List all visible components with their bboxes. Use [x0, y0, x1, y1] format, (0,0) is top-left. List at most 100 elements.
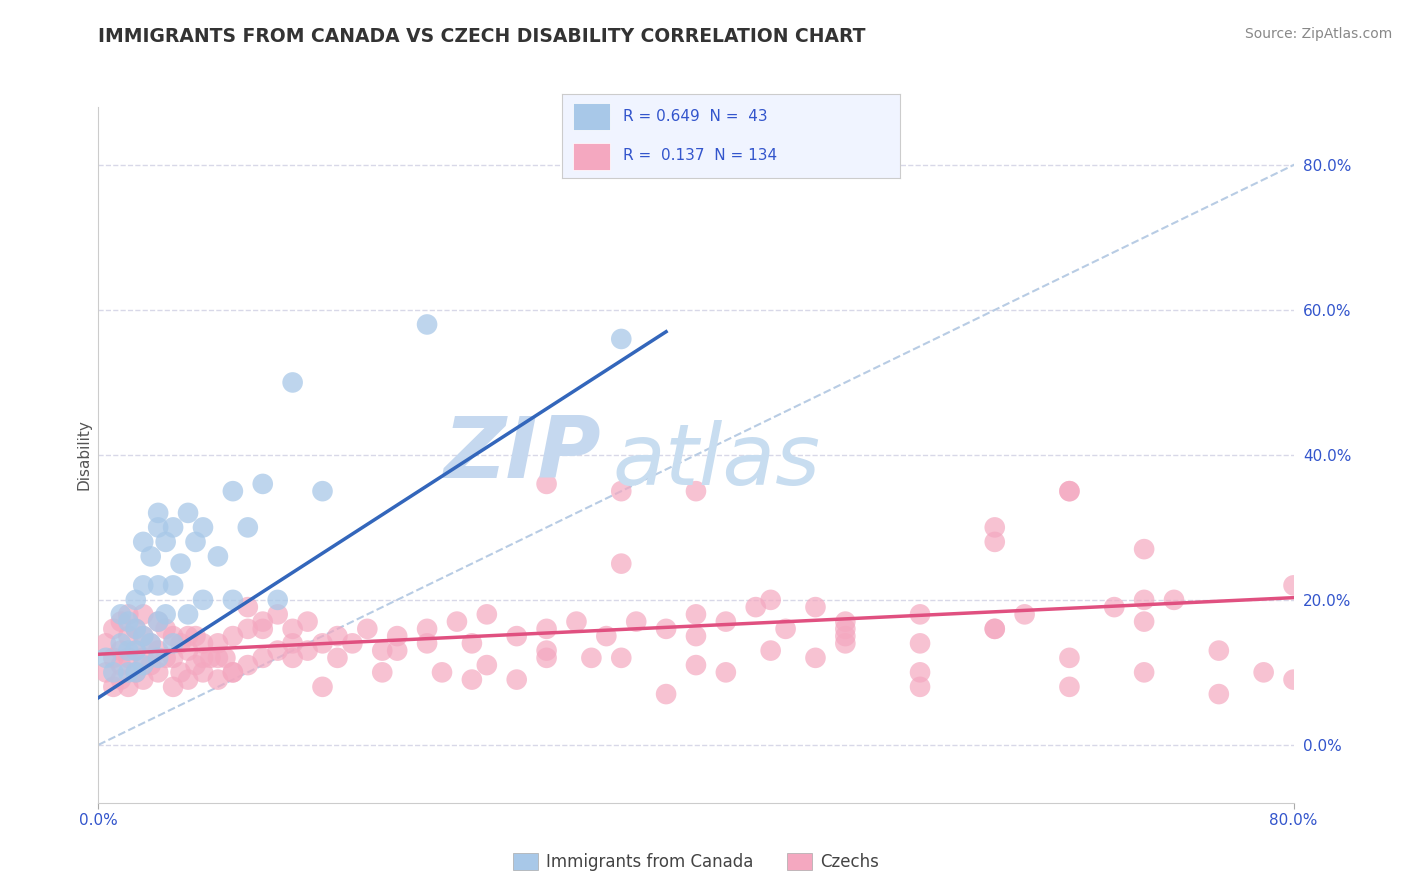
Point: [117, 615, 139, 629]
Point: [222, 665, 245, 680]
Point: [342, 636, 364, 650]
Point: [155, 651, 177, 665]
Point: [416, 636, 439, 650]
Point: [834, 622, 856, 636]
Point: [267, 592, 290, 607]
Point: [117, 665, 139, 680]
Point: [475, 607, 498, 622]
Point: [1253, 665, 1275, 680]
Point: [326, 629, 349, 643]
Point: [267, 607, 290, 622]
Point: [132, 651, 155, 665]
Point: [565, 615, 588, 629]
Point: [983, 534, 1005, 549]
Point: [110, 615, 132, 629]
Point: [125, 643, 148, 657]
Point: [908, 665, 931, 680]
Point: [148, 615, 170, 629]
Point: [139, 636, 162, 650]
Point: [184, 534, 207, 549]
Point: [281, 622, 304, 636]
Point: [132, 658, 155, 673]
Point: [207, 651, 229, 665]
Text: Source: ZipAtlas.com: Source: ZipAtlas.com: [1244, 27, 1392, 41]
Point: [148, 651, 170, 665]
Point: [356, 622, 378, 636]
Point: [222, 665, 245, 680]
Point: [94, 651, 117, 665]
Point: [162, 629, 184, 643]
Point: [155, 622, 177, 636]
Point: [117, 680, 139, 694]
Point: [536, 651, 558, 665]
Point: [117, 643, 139, 657]
Point: [804, 600, 827, 615]
Point: [132, 607, 155, 622]
Bar: [572, 103, 610, 130]
Point: [685, 607, 707, 622]
Y-axis label: Disability: Disability: [76, 419, 91, 491]
Point: [125, 665, 148, 680]
Point: [1133, 665, 1156, 680]
Point: [191, 636, 214, 650]
Point: [103, 622, 125, 636]
Point: [132, 673, 155, 687]
Point: [506, 629, 529, 643]
Point: [169, 557, 191, 571]
Point: [155, 607, 177, 622]
Point: [297, 615, 319, 629]
Point: [385, 629, 409, 643]
Point: [125, 622, 148, 636]
Point: [908, 636, 931, 650]
Point: [139, 636, 162, 650]
Point: [214, 651, 236, 665]
Point: [1163, 592, 1185, 607]
Point: [610, 332, 633, 346]
Bar: [572, 143, 610, 169]
Point: [461, 636, 484, 650]
Point: [1133, 542, 1156, 557]
Point: [117, 651, 139, 665]
Point: [207, 636, 229, 650]
Point: [834, 615, 856, 629]
Point: [1208, 687, 1230, 701]
Point: [1059, 484, 1081, 499]
Point: [110, 673, 132, 687]
Text: IMMIGRANTS FROM CANADA VS CZECH DISABILITY CORRELATION CHART: IMMIGRANTS FROM CANADA VS CZECH DISABILI…: [98, 27, 866, 45]
Point: [804, 651, 827, 665]
Point: [685, 484, 707, 499]
Point: [267, 643, 290, 657]
Point: [1014, 607, 1036, 622]
Point: [416, 318, 439, 332]
Point: [177, 629, 200, 643]
Point: [281, 636, 304, 650]
Point: [326, 651, 349, 665]
Point: [610, 651, 633, 665]
Point: [103, 665, 125, 680]
Point: [169, 636, 191, 650]
Point: [148, 665, 170, 680]
Point: [236, 600, 259, 615]
Point: [148, 520, 170, 534]
Point: [1208, 643, 1230, 657]
Point: [148, 615, 170, 629]
Point: [430, 665, 453, 680]
Point: [385, 643, 409, 657]
Point: [685, 629, 707, 643]
Point: [595, 629, 617, 643]
Point: [1059, 680, 1081, 694]
Point: [177, 506, 200, 520]
Point: [191, 520, 214, 534]
Point: [117, 629, 139, 643]
Point: [281, 651, 304, 665]
Point: [132, 578, 155, 592]
Point: [125, 643, 148, 657]
Point: [222, 592, 245, 607]
Point: [162, 520, 184, 534]
Point: [624, 615, 647, 629]
Point: [252, 651, 274, 665]
Point: [1133, 615, 1156, 629]
Point: [125, 665, 148, 680]
Point: [103, 680, 125, 694]
Point: [281, 376, 304, 390]
